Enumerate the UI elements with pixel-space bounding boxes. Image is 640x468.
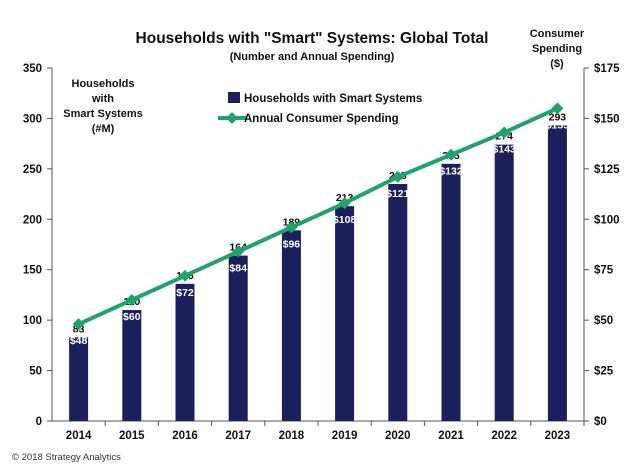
spending-value-label: $155 [546,119,570,131]
y-right-tick-label: $175 [594,63,620,75]
spending-marker [285,221,298,234]
y-right-tick-label: $100 [594,214,620,226]
bar [547,125,567,421]
y-right-tick-label: $125 [594,164,620,176]
y-left-label-line: Households [72,78,135,90]
y-left-label-line: (#M) [92,123,115,135]
spending-marker [232,245,245,258]
spending-value-label: $96 [283,238,301,250]
x-tick-label: 2015 [119,430,145,442]
y-left-axis-label: Households with Smart Systems (#M) [63,78,143,135]
x-tick-label: 2018 [279,430,305,442]
y-right-tick-label: $75 [594,265,614,277]
spending-line [77,106,559,326]
y-left-tick-label: 150 [23,265,42,277]
x-tick-label: 2019 [332,430,358,442]
x-tick-label: 2021 [438,430,464,442]
spending-marker [125,293,138,306]
y-left-label-line: Smart Systems [63,108,143,120]
y-right-axis-label: Consumer Spending ($) [530,28,585,70]
y-right-tick-label: $150 [594,113,620,125]
spending-marker [72,318,85,331]
spending-value-label: $84 [229,263,247,275]
spending-value-label: $108 [333,214,357,226]
legend-line-label: Annual Consumer Spending [244,113,399,125]
chart-subtitle: (Number and Annual Spending) [230,51,395,63]
spending-marker [498,126,511,139]
x-tick-label: 2017 [225,430,251,442]
legend-line-marker [226,112,238,124]
bar [281,230,301,421]
spending-marker [391,170,404,183]
bar [122,310,142,421]
spending-value-label: $60 [123,311,141,323]
spending-value-label: $72 [176,287,194,299]
x-tick-label: 2020 [385,430,411,442]
spending-marker [551,102,564,115]
legend: Households with Smart Systems Annual Cons… [218,92,422,125]
spending-value-label: $143 [493,144,517,156]
y-left-tick-label: 0 [36,416,42,428]
y-left-label-line: with [91,93,114,105]
y-right-label-line: Spending [532,43,582,55]
y-right-label-line: ($) [550,58,564,70]
y-left-tick-label: 100 [23,315,42,327]
spending-marker [445,148,457,161]
bar [494,144,514,421]
x-tick-label: 2016 [172,430,198,442]
bar [388,183,408,421]
y-right-tick-label: $0 [594,416,607,428]
y-right-tick-label: $50 [594,315,613,327]
y-left-tick-label: 300 [23,113,42,125]
bar [69,337,89,421]
legend-bar-swatch [228,92,240,103]
y-left-tick-label: 50 [29,366,42,378]
copyright-text: © 2018 Strategy Analytics [12,452,121,463]
bar [335,206,355,421]
bar [175,283,195,421]
x-tick-label: 2022 [491,430,517,442]
y-left-tick-label: 200 [23,214,42,226]
y-right-label-line: Consumer [530,28,585,40]
spending-marker [338,197,351,210]
spending-value-label: $132 [439,166,463,178]
spending-marker [179,269,191,282]
spending-value-label: $48 [70,335,88,347]
y-left-tick-label: 350 [23,63,42,75]
y-left-tick-label: 250 [23,164,42,176]
x-tick-label: 2023 [545,430,571,442]
legend-bar-label: Households with Smart Systems [244,93,422,105]
chart-title: Households with "Smart" Systems: Global … [136,30,489,47]
y-right-tick-label: $25 [594,366,614,378]
spending-value-label: $121 [386,188,410,200]
plot-area: 0 50 100 150 200 250 300 350 $0 $25 $50 $75 $100 $125… [23,63,620,442]
bar [441,163,461,422]
x-tick-label: 2014 [66,430,92,442]
bar [228,255,248,421]
bar-value-label: 293 [549,111,567,123]
